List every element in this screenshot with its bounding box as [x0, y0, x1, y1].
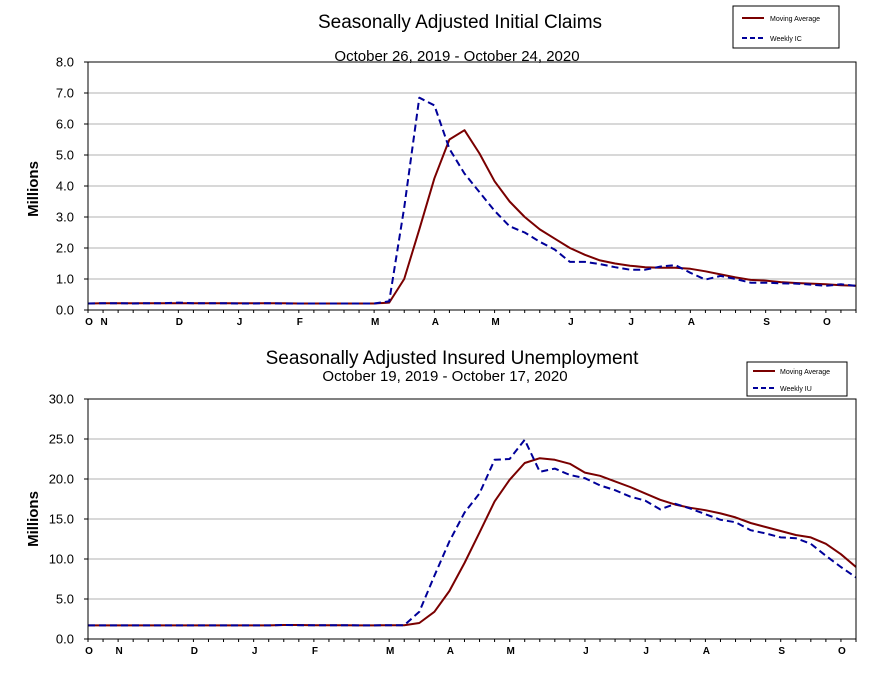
- y-tick-label: 8.0: [56, 55, 74, 70]
- legend-box: [746, 361, 848, 397]
- y-tick-label: 1.0: [56, 272, 74, 287]
- y-tick-label: 3.0: [56, 210, 74, 225]
- insured-unemployment-chart: Seasonally Adjusted Insured Unemployment…: [25, 348, 857, 657]
- x-tick-label: J: [568, 317, 574, 328]
- chart-title: Seasonally Adjusted Initial Claims: [318, 12, 602, 33]
- x-tick-label: J: [628, 317, 634, 328]
- x-tick-label: A: [447, 646, 454, 657]
- chart-title: Seasonally Adjusted Insured Unemployment: [266, 348, 640, 369]
- legend-label-weekly: Weekly IC: [770, 36, 802, 43]
- y-ticks: 0.0 5.0 10.0 15.0 20.0 25.0 30.0: [49, 392, 88, 647]
- x-tick-label: J: [643, 646, 649, 657]
- y-tick-label: 20.0: [49, 472, 74, 487]
- x-tick-label: D: [176, 317, 183, 328]
- legend: Moving Average Weekly IU: [746, 361, 848, 397]
- x-tick-label: N: [116, 646, 123, 657]
- series-moving-average: [87, 129, 857, 305]
- x-tick-label: J: [237, 317, 243, 328]
- x-tick-label: S: [778, 646, 785, 657]
- y-axis-label: Millions: [25, 161, 42, 217]
- x-tick-label: F: [297, 317, 303, 328]
- y-tick-label: 2.0: [56, 241, 74, 256]
- x-tick-label: D: [191, 646, 198, 657]
- x-tick-label: O: [823, 317, 831, 328]
- y-tick-label: 0.0: [56, 303, 74, 318]
- legend: Moving Average Weekly IC: [732, 5, 840, 49]
- x-tick-label: M: [506, 646, 514, 657]
- x-tick-label: S: [763, 317, 770, 328]
- y-tick-label: 25.0: [49, 432, 74, 447]
- x-tick-label: O: [838, 646, 846, 657]
- y-tick-label: 4.0: [56, 179, 74, 194]
- x-tick-label: A: [432, 317, 439, 328]
- y-tick-label: 30.0: [49, 392, 74, 407]
- x-tick-label: O: [85, 646, 93, 657]
- series-weekly: [87, 96, 857, 305]
- y-tick-label: 10.0: [49, 552, 74, 567]
- x-tick-label: N: [100, 317, 107, 328]
- x-tick-label: A: [703, 646, 710, 657]
- y-axis-label: Millions: [25, 491, 42, 547]
- y-tick-label: 5.0: [56, 148, 74, 163]
- x-tick-label: J: [583, 646, 589, 657]
- y-tick-label: 15.0: [49, 512, 74, 527]
- legend-label-moving-average: Moving Average: [780, 369, 830, 376]
- legend-box: [732, 5, 840, 49]
- x-tick-label: M: [371, 317, 379, 328]
- series-lines: [88, 438, 857, 627]
- legend-label-moving-average: Moving Average: [770, 16, 820, 23]
- grid: [88, 438, 856, 600]
- chart-subtitle: October 26, 2019 - October 24, 2020: [334, 48, 579, 65]
- plot-frame: [87, 61, 857, 311]
- x-tick-label: M: [386, 646, 394, 657]
- x-tick-label: A: [688, 317, 695, 328]
- x-tick-label: J: [252, 646, 258, 657]
- x-tick-label: M: [491, 317, 499, 328]
- chart-subtitle: October 19, 2019 - October 17, 2020: [322, 368, 567, 385]
- y-tick-label: 7.0: [56, 86, 74, 101]
- series-weekly: [88, 438, 857, 627]
- grid: [88, 92, 856, 280]
- y-ticks: 0.0 1.0 2.0 3.0 4.0 5.0 6.0 7.0 8.0: [56, 55, 88, 318]
- x-tick-label: O: [85, 317, 93, 328]
- x-tick-label: F: [312, 646, 318, 657]
- initial-claims-chart: Seasonally Adjusted Initial Claims Octob…: [25, 5, 857, 328]
- plot-frame: [87, 398, 857, 640]
- y-tick-label: 5.0: [56, 592, 74, 607]
- legend-label-weekly: Weekly IU: [780, 386, 812, 393]
- y-tick-label: 6.0: [56, 117, 74, 132]
- series-moving-average: [88, 457, 857, 627]
- series-lines: [87, 96, 857, 305]
- y-tick-label: 0.0: [56, 632, 74, 647]
